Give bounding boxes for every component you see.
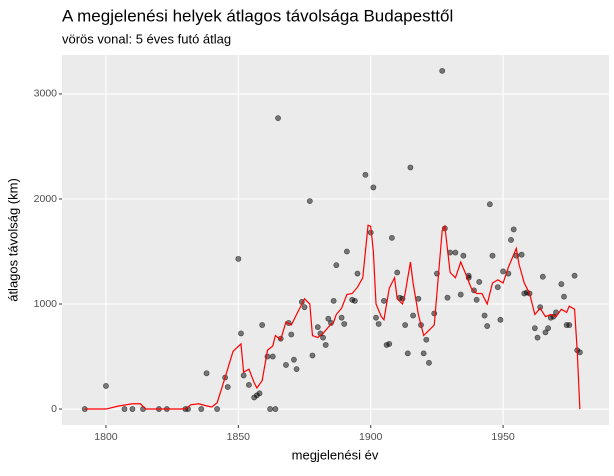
point [354,270,361,277]
point [309,352,316,359]
point [314,324,321,331]
point [566,322,573,328]
point [537,304,544,311]
point [576,349,583,356]
point [404,350,411,357]
x-tick-label: 1850 [227,431,251,443]
point [476,279,483,285]
point [388,234,395,241]
point [542,329,549,336]
point [238,330,244,337]
point [386,341,393,347]
point [484,323,491,329]
point [320,334,326,341]
point [272,406,279,412]
point [558,281,565,287]
y-axis-title: átlagos távolság (km) [5,178,20,302]
point [426,359,432,366]
point [269,353,276,360]
point [306,198,313,204]
point [402,322,409,328]
point [343,248,350,255]
point [489,252,496,259]
point [407,164,414,171]
point [288,331,295,338]
point [531,325,538,332]
y-tick-label: 0 [51,403,57,415]
point [338,314,345,321]
point [328,320,334,326]
point [267,406,274,412]
x-tick-label: 1800 [94,431,118,443]
point [534,334,541,341]
x-axis-title: megjelenési év [292,447,379,462]
point [325,315,332,322]
point [394,269,401,276]
y-tick-label: 2000 [34,193,58,205]
x-tick-label: 1900 [359,431,383,443]
point [291,356,297,363]
point [275,115,281,122]
point [341,321,348,327]
point [203,370,210,377]
point [473,296,480,303]
point [486,201,493,208]
point [198,406,205,412]
y-tick-label: 3000 [34,88,58,100]
point [129,406,136,412]
point [444,294,451,301]
point [545,325,552,332]
point [508,237,514,243]
point [373,314,379,321]
point [330,297,337,304]
point [362,171,369,178]
point [333,262,340,269]
chart-subtitle: vörös vonal: 5 éves futó átlag [62,31,231,46]
point [457,291,464,298]
point [259,322,266,328]
point [510,226,517,233]
point [283,362,289,368]
point [381,297,387,304]
point [539,273,546,280]
point [301,304,308,311]
point [351,297,358,304]
point [500,268,506,275]
point [293,366,300,373]
point [246,381,252,388]
point [410,312,416,319]
panel [62,55,609,425]
chart-title: A megjelenési helyek átlagos távolsága B… [62,6,453,25]
point [497,316,504,323]
point [439,67,446,74]
x-tick-label: 1950 [491,431,515,443]
point [571,272,578,279]
point [214,406,221,412]
point [561,293,567,300]
point [420,350,427,357]
point [375,321,382,327]
point [494,284,501,291]
point [256,390,263,397]
point [452,249,459,256]
point [121,406,128,412]
point [518,251,525,258]
y-tick-label: 1000 [34,298,58,310]
point [322,342,329,348]
point [235,255,242,262]
point [423,336,430,343]
point [103,383,109,389]
point [481,312,488,319]
point [240,372,247,379]
point [370,184,377,191]
point [431,310,438,317]
point [460,252,467,259]
point [224,384,231,390]
moving-average-line [84,224,581,410]
